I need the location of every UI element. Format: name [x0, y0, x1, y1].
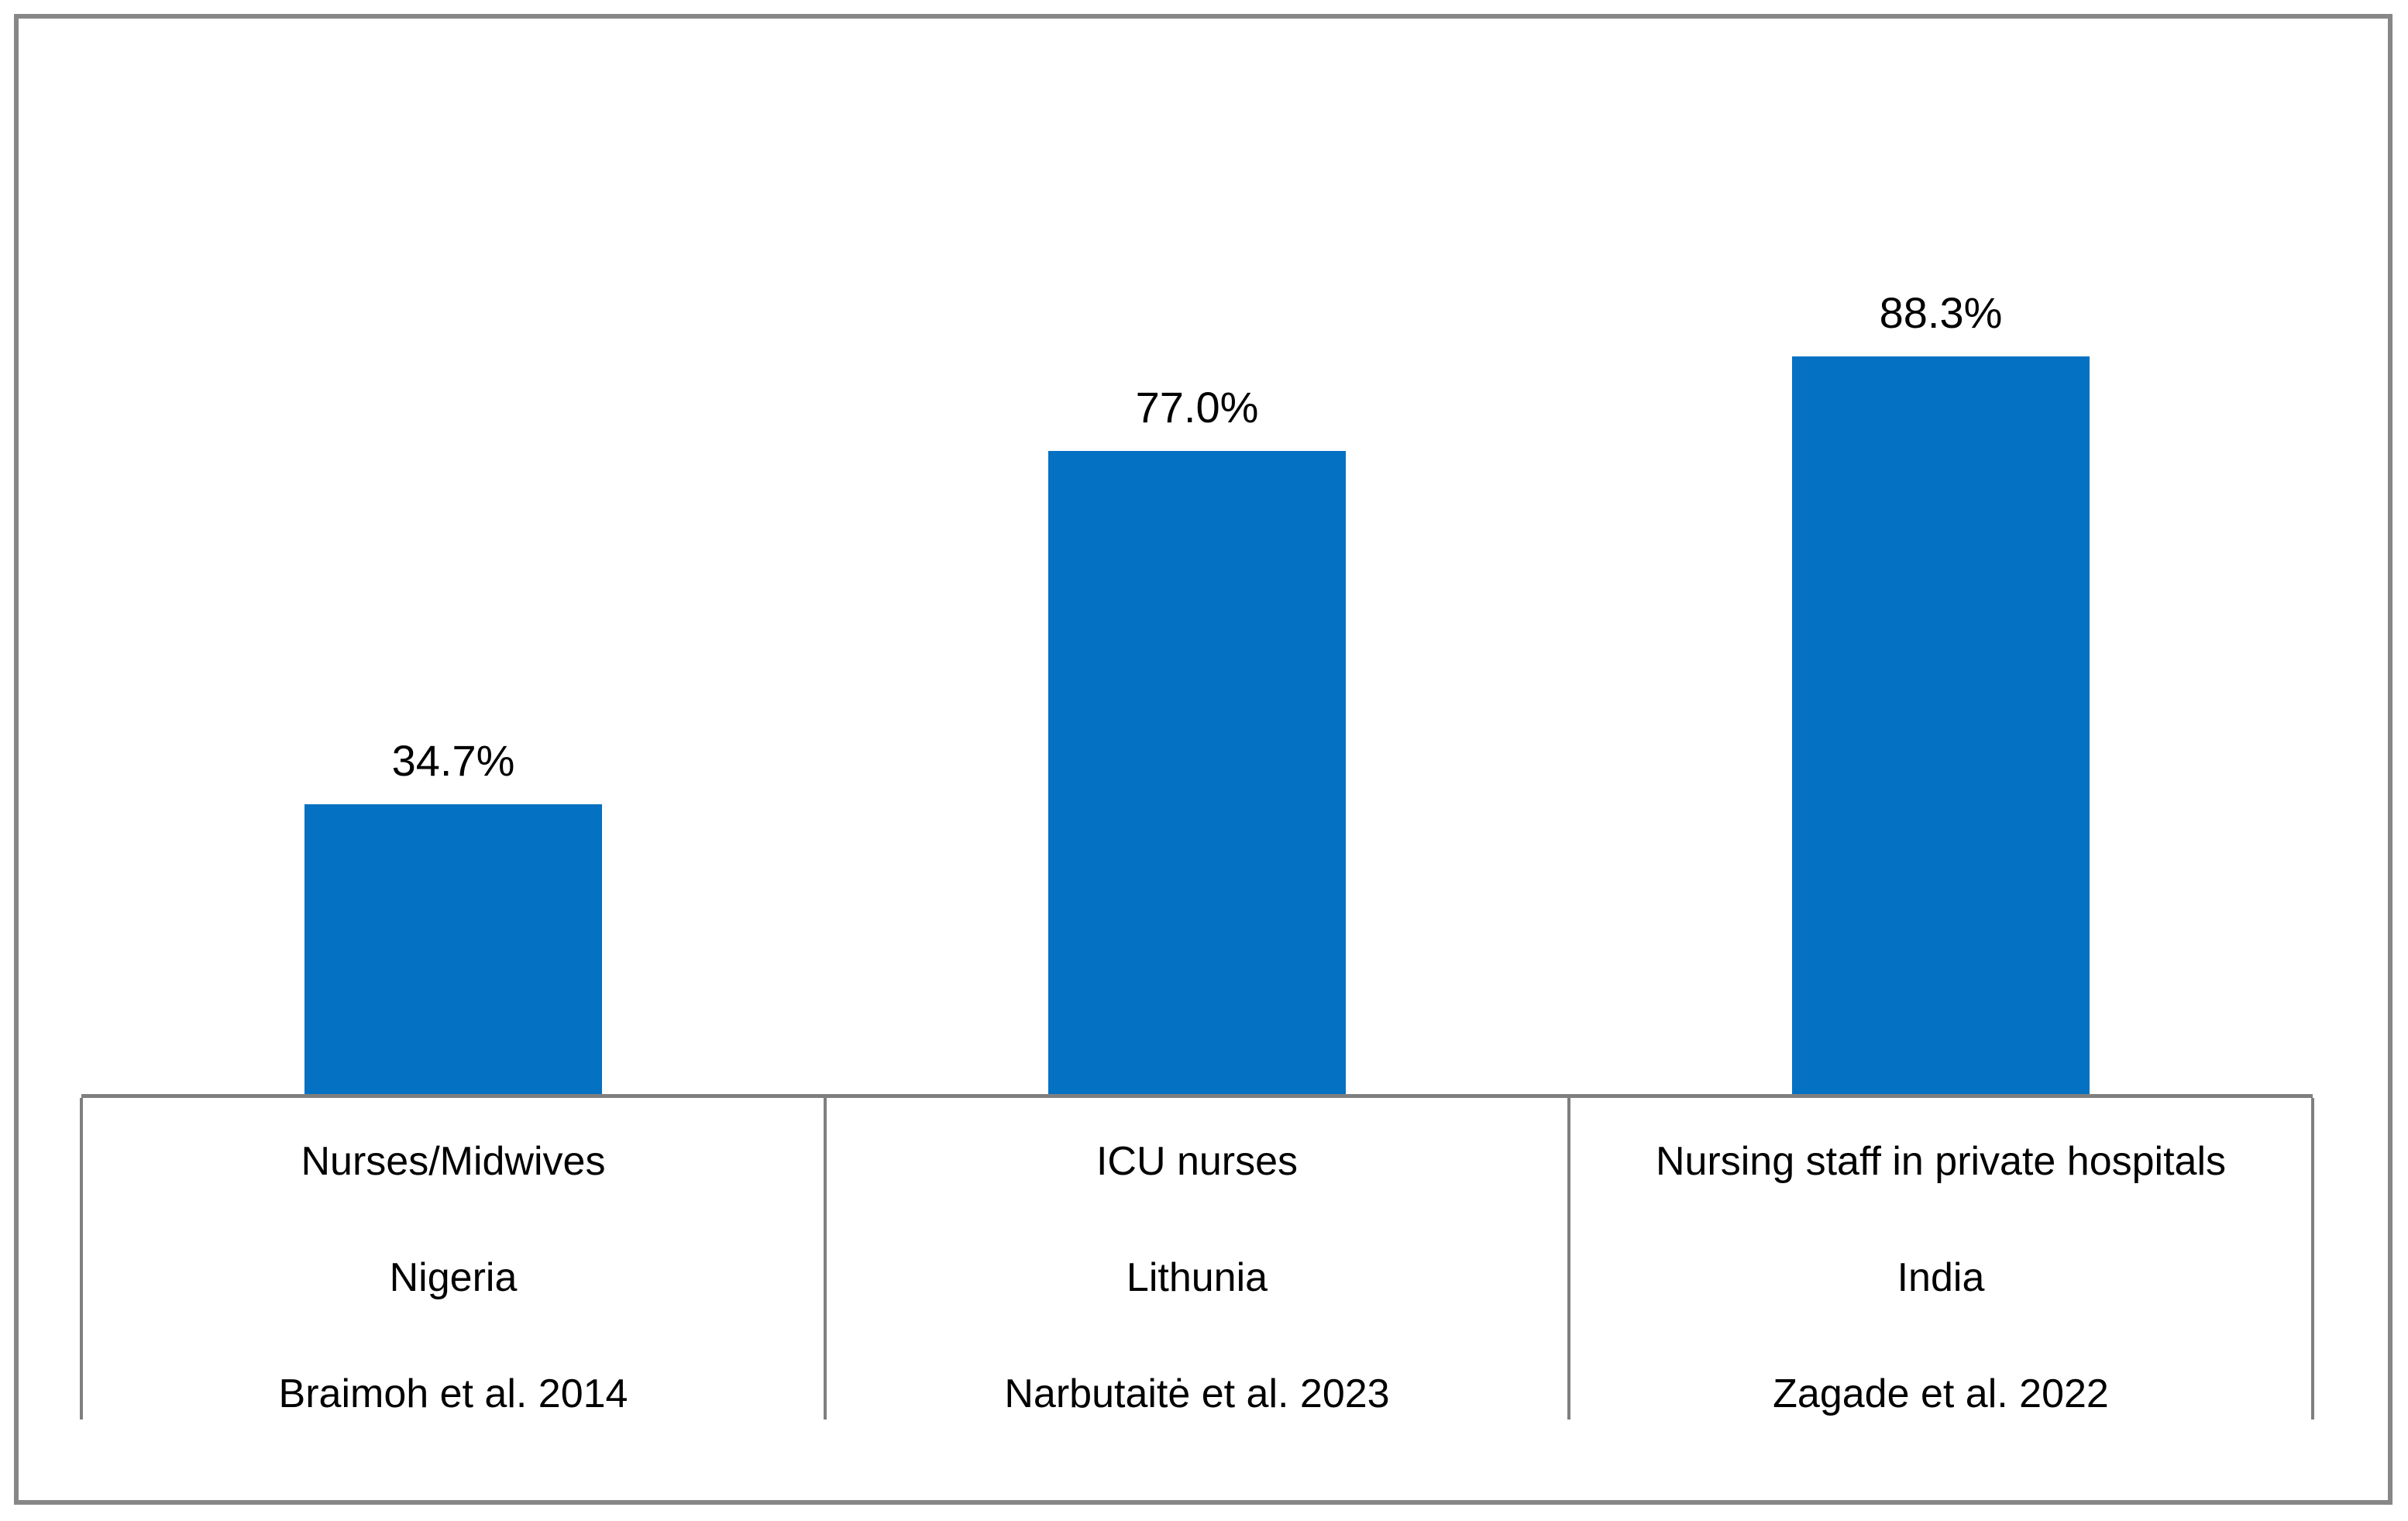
category-population-label: Nursing staff in private hospitals [1655, 1139, 2227, 1184]
bar-value-label: 77.0% [1135, 383, 1259, 432]
category-divider [1567, 1098, 1570, 1419]
figure-border: 34.7% 77.0% 88.3% Nurses/Midwives Nigeri… [14, 14, 2393, 1505]
category-cell: ICU nurses Lithunia Narbutaitė et al. 20… [825, 1098, 1569, 1422]
bar-nursing-staff-private-hospitals-india [1792, 356, 2090, 1094]
category-source-label: Zagade et al. 2022 [1773, 1371, 2109, 1416]
category-divider [2311, 1098, 2314, 1419]
bar-value-label: 88.3% [1879, 288, 2003, 337]
category-axis-line [81, 1094, 2313, 1098]
category-country-label: Lithunia [1126, 1255, 1268, 1300]
category-population-label: ICU nurses [1096, 1139, 1299, 1184]
category-divider [80, 1098, 83, 1419]
bar-value-label: 34.7% [391, 736, 515, 785]
category-population-label: Nurses/Midwives [301, 1139, 606, 1184]
bar-nurses-midwives-nigeria [304, 804, 602, 1094]
bar-icu-nurses-lithunia [1048, 451, 1346, 1094]
category-country-label: India [1897, 1255, 1985, 1300]
category-country-label: Nigeria [389, 1255, 518, 1300]
category-cell: Nursing staff in private hospitals India… [1569, 1098, 2313, 1422]
category-source-label: Braimoh et al. 2014 [278, 1371, 628, 1416]
category-source-label: Narbutaitė et al. 2023 [1004, 1371, 1390, 1416]
category-cell: Nurses/Midwives Nigeria Braimoh et al. 2… [81, 1098, 825, 1422]
category-divider [824, 1098, 827, 1419]
